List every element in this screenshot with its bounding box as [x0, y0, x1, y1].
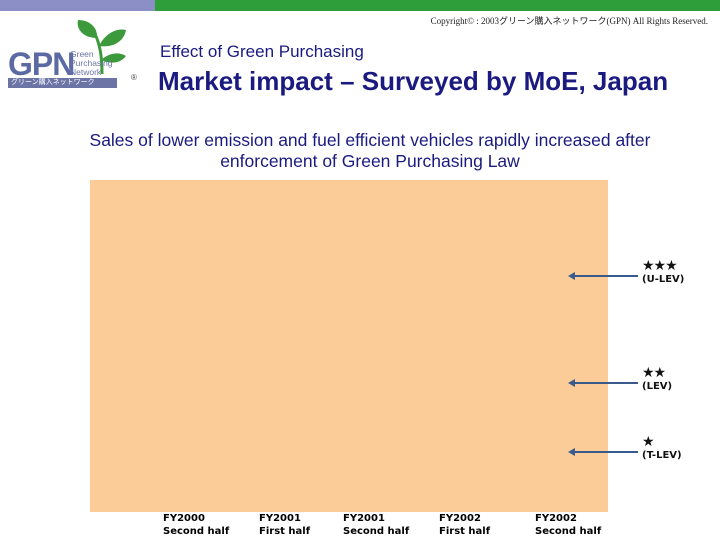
legend-label: (T-LEV)	[642, 450, 682, 461]
sprout-icon	[77, 20, 126, 75]
x-tick-period: First half	[259, 526, 311, 537]
legend-arrow-head	[568, 448, 575, 456]
x-tick-period: Second half	[535, 526, 602, 537]
legend-stars: ★★★	[642, 258, 678, 274]
x-tick-year: FY2002	[535, 513, 577, 524]
x-tick-year: FY2002	[439, 513, 481, 524]
legend-arrow-line	[574, 382, 638, 384]
x-tick-year: FY2000	[163, 513, 205, 524]
logo-word-purchasing: Purchasing	[70, 58, 113, 68]
gpn-logo: GPN Green Purchasing Network グリーン購入ネットワー…	[6, 18, 154, 90]
chart-plot-area	[90, 180, 608, 512]
legend-arrow-head	[568, 272, 575, 280]
logo-word-network: Network	[70, 67, 102, 77]
chart-heading: Sales of lower emission and fuel efficie…	[89, 130, 651, 171]
x-tick-year: FY2001	[343, 513, 385, 524]
logo-japanese: グリーン購入ネットワーク	[8, 78, 117, 88]
legend-label: (U-LEV)	[642, 274, 685, 285]
legend-arrow-head	[568, 379, 575, 387]
x-tick-label: FY2001 First half	[259, 512, 310, 538]
legend-arrow-line	[574, 451, 638, 453]
logo-word-green: Green	[70, 49, 94, 59]
x-tick-year: FY2001	[259, 513, 301, 524]
x-tick-label: FY2002 First half	[439, 512, 490, 538]
slide-subtitle: Effect of Green Purchasing	[160, 42, 364, 61]
x-tick-label: FY2001 Second half	[343, 512, 409, 538]
x-tick-label: FY2002 Second half	[535, 512, 601, 538]
header-accent-bar	[0, 0, 155, 11]
legend-label: (LEV)	[642, 381, 673, 392]
legend-arrow-line	[574, 275, 638, 277]
legend-stars: ★★	[642, 365, 666, 381]
x-tick-period: Second half	[163, 526, 230, 537]
legend-stars: ★	[642, 434, 655, 450]
x-tick-label: FY2000 Second half	[163, 512, 229, 538]
header-green-bar	[155, 0, 720, 11]
x-tick-period: Second half	[343, 526, 410, 537]
logo-mark: GPN	[8, 46, 75, 82]
logo-registered: ®	[131, 73, 137, 82]
copyright-notice: Copyright© : 2003グリーン購入ネットワーク(GPN) All R…	[430, 16, 708, 26]
x-tick-period: First half	[439, 526, 491, 537]
slide-title: Market impact – Surveyed by MoE, Japan	[158, 66, 669, 96]
